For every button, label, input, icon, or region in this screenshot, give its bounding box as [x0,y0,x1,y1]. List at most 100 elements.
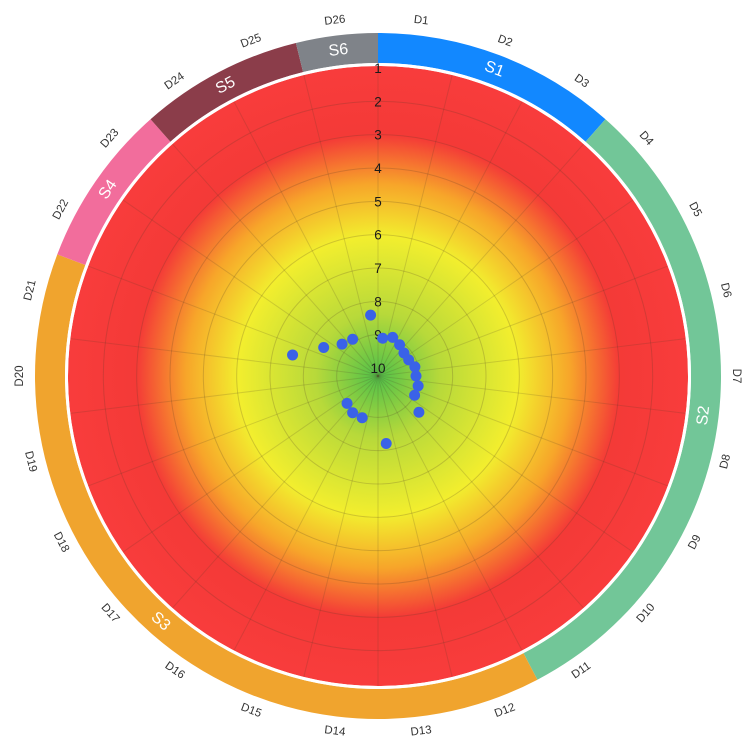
radial-axis-labels: 1 2 3 4 5 6 7 8 9 10 [370,61,385,376]
data-point [347,407,359,419]
radial-label: 6 [374,228,382,243]
radial-label: 3 [374,128,382,143]
data-point [394,339,406,351]
grid-spoke [377,74,453,377]
grid-circle [302,300,454,452]
dimension-label: D1 [413,14,429,28]
sector-label-s1: S1 [482,58,506,81]
grid-circle [202,200,554,552]
grid-spoke [377,199,634,377]
plot-background [68,66,688,686]
grid-spoke [377,375,669,487]
data-point [409,361,421,373]
data-points [287,309,425,450]
grid-circle [236,234,520,518]
dimension-label: D24 [163,70,188,92]
grid-spoke [377,375,584,609]
dimension-label: D17 [99,602,122,626]
grid-spoke [377,375,686,414]
plot-disc [68,66,688,686]
grid-spoke [122,199,379,377]
data-point [410,370,422,382]
dimension-label: D15 [239,701,263,720]
dimension-label: D11 [570,660,593,681]
dimension-label: D20 [14,365,26,386]
grid-circle [269,267,487,485]
data-point [318,341,330,353]
radial-label: 8 [374,294,382,309]
dimension-label: D13 [410,724,432,738]
grid-spoke [122,375,379,553]
dimension-label: D4 [637,129,656,148]
sector-s5 [150,42,304,142]
dimension-label: D12 [493,701,517,720]
radial-label: 9 [374,328,382,343]
grid-spoke [233,101,379,377]
dimension-label: D19 [22,450,39,473]
grid-spoke [377,375,453,678]
grid-circle [136,134,620,618]
dimension-label: D18 [51,530,71,554]
sector-s3 [35,254,538,719]
grid-spoke [70,338,379,377]
grid-spoke [377,338,686,377]
grid-circle [102,100,654,652]
grid-spoke [377,143,584,377]
grid-spoke [377,101,523,377]
sector-s6 [295,33,378,73]
dimension-label: D25 [239,32,263,51]
sector-label-s6: S6 [328,41,350,60]
grid-spoke [87,265,379,377]
dimension-label: D9 [686,533,703,552]
dimension-label: D16 [163,660,187,682]
data-point [356,412,368,424]
data-point [365,309,377,321]
data-point [347,333,359,345]
sector-s1 [378,33,606,142]
radial-label: 4 [374,161,382,176]
data-point [413,406,425,418]
data-point [380,438,392,450]
grid-spoke [233,375,379,651]
grid-spoke [377,265,669,377]
grid-spoke [70,375,379,414]
ring-separator [65,63,691,689]
dimension-label: D26 [324,13,346,27]
grid-spoke [87,375,379,487]
data-point [336,338,348,350]
radial-label: 1 [374,61,382,76]
data-point [287,349,299,361]
data-point [377,332,389,344]
grid-spoke [172,375,379,609]
dimension-label: D14 [324,724,347,739]
grid [65,63,691,689]
data-point [412,380,424,392]
radial-label: 10 [370,361,385,376]
data-point [409,389,421,401]
dimension-label: D5 [686,200,703,219]
grid-circle [169,167,587,585]
grid-spoke [303,74,379,377]
grid-spoke [172,143,379,377]
sector-s4 [57,119,171,266]
dimension-label: D7 [730,369,742,384]
sector-s2 [523,119,721,680]
radial-label: 2 [374,94,382,109]
radial-label: 5 [374,194,382,209]
data-point [341,397,353,409]
dimension-label: D6 [718,282,733,299]
dimension-label: D21 [22,279,39,302]
dimension-label: D22 [51,197,71,221]
radial-label: 7 [374,261,382,276]
dimension-label: D8 [718,453,733,470]
sector-label-s2: S2 [694,405,713,427]
dimension-label: D3 [572,72,591,90]
data-point [387,331,399,343]
grid-spoke [377,375,634,553]
dimension-label: D2 [496,33,514,49]
dimension-label: D10 [634,602,657,626]
grid-spoke [303,375,379,678]
grid-spoke [377,375,523,651]
